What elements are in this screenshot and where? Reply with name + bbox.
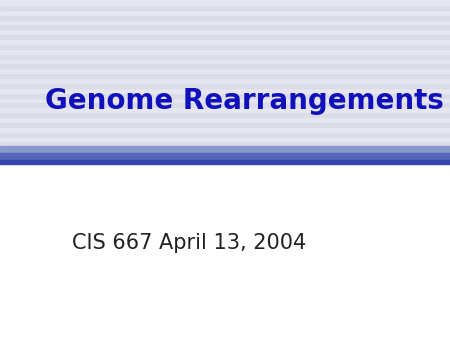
Bar (0, 102, 450, 107)
Bar (0, 107, 450, 112)
Bar (0, 160, 450, 164)
Bar (0, 68, 450, 73)
Bar (0, 164, 450, 338)
Bar (0, 132, 450, 137)
Bar (0, 39, 450, 44)
Bar (0, 49, 450, 54)
Bar (0, 58, 450, 64)
Bar (0, 44, 450, 49)
Bar (0, 127, 450, 132)
Bar (0, 117, 450, 122)
Bar (0, 5, 450, 10)
Bar (0, 54, 450, 58)
Bar (0, 93, 450, 98)
Bar (0, 15, 450, 20)
Text: CIS 667 April 13, 2004: CIS 667 April 13, 2004 (72, 233, 306, 254)
Bar (0, 73, 450, 78)
Bar (0, 112, 450, 117)
Bar (0, 83, 450, 88)
Bar (0, 29, 450, 34)
Bar (0, 34, 450, 39)
Bar (0, 146, 450, 152)
Bar (0, 152, 450, 160)
Text: Genome Rearrangements: Genome Rearrangements (45, 88, 444, 115)
Bar (0, 122, 450, 127)
Bar (0, 88, 450, 93)
Bar (0, 20, 450, 24)
Bar (0, 78, 450, 83)
Bar (0, 10, 450, 15)
Bar (0, 137, 450, 142)
Bar (0, 24, 450, 29)
Bar (0, 98, 450, 102)
Bar (0, 0, 450, 5)
Bar (0, 64, 450, 68)
Bar (0, 142, 450, 146)
